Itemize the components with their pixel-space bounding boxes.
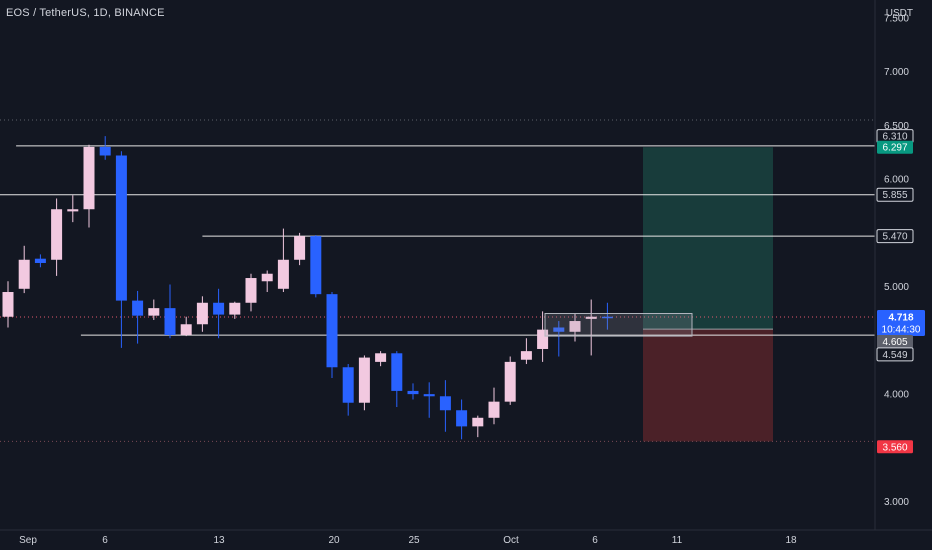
candle-body (83, 146, 95, 210)
target-zone (643, 147, 773, 330)
candle-body (229, 302, 241, 315)
currency-label: USDT (886, 8, 913, 19)
time-tick: 6 (102, 535, 108, 546)
candle-body (34, 258, 46, 263)
candle-body (585, 316, 597, 319)
time-tick: 25 (408, 535, 420, 546)
candle-body (553, 327, 565, 332)
candle-body (375, 353, 387, 362)
consolidation-box (544, 313, 693, 337)
candle-body (213, 302, 225, 315)
price-tick: 3.000 (884, 497, 909, 508)
tag-4549-bg (876, 347, 914, 362)
time-axis[interactable]: Sep 6 13 20 25 Oct 6 11 18 (0, 529, 932, 546)
tag-5470-bg (876, 229, 914, 244)
price-tick: 4.000 (884, 390, 909, 401)
risk-reward-zones (643, 147, 773, 442)
candle-body (99, 146, 111, 156)
chart-title: EOS / TetherUS, 1D, BINANCE (6, 7, 165, 19)
candle-body (132, 300, 144, 316)
candle-body (148, 308, 160, 316)
tag-6310: 6.310 (882, 132, 907, 143)
candle-body (245, 278, 257, 303)
candle-body (2, 292, 14, 317)
tag-5470: 5.470 (882, 232, 907, 243)
candle-body (358, 357, 370, 403)
candle-body (504, 361, 516, 402)
candle-body (294, 236, 306, 260)
time-tick: 13 (213, 535, 225, 546)
candle-body (456, 410, 468, 427)
candle-body (423, 394, 435, 397)
candle-body (164, 308, 176, 336)
price-tick: 6.500 (884, 121, 909, 132)
last-price-tag-bg (877, 309, 925, 336)
candle-body (18, 259, 30, 289)
candle-body (407, 390, 419, 395)
tag-entry: 4.605 (882, 337, 907, 348)
tag-target-bg (877, 140, 913, 154)
overlays (544, 313, 693, 337)
candle-body (51, 209, 63, 260)
price-tick: 5.000 (884, 282, 909, 293)
tag-stop-bg (877, 440, 913, 454)
time-tick: Sep (19, 535, 37, 546)
stop-zone (643, 329, 773, 442)
time-tick: 20 (328, 535, 340, 546)
tag-entry-bg (877, 334, 913, 348)
price-tick: 6.000 (884, 175, 909, 186)
candle-body (472, 417, 484, 427)
candle-body (439, 396, 451, 411)
time-tick: 18 (785, 535, 797, 546)
price-tick: 7.500 (884, 13, 909, 24)
candle-body (310, 236, 322, 295)
time-tick: Oct (503, 535, 519, 546)
candles (2, 136, 613, 440)
candle-body (196, 302, 208, 325)
tag-4549: 4.549 (882, 350, 907, 361)
candle-body (601, 316, 613, 319)
candle-body (520, 351, 532, 360)
candle-body (391, 353, 403, 391)
candle-body (342, 367, 354, 403)
candle-body (569, 321, 581, 332)
tag-target: 6.297 (882, 143, 907, 154)
candle-body (67, 209, 79, 212)
candle-body (277, 259, 289, 289)
candle-body (180, 324, 192, 336)
countdown-timer: 10:44:30 (882, 324, 921, 335)
price-tick: 7.000 (884, 67, 909, 78)
candle-body (488, 401, 500, 418)
time-tick: 6 (592, 535, 598, 546)
candle-body (115, 155, 127, 301)
last-price-value: 4.718 (888, 312, 913, 323)
time-tick: 11 (672, 535, 683, 546)
tag-5855-bg (876, 187, 914, 202)
tag-stop: 3.560 (882, 442, 907, 453)
tag-5855: 5.855 (882, 190, 907, 201)
candle-body (326, 294, 338, 368)
candle-body (261, 273, 273, 282)
candle-body (537, 329, 549, 349)
